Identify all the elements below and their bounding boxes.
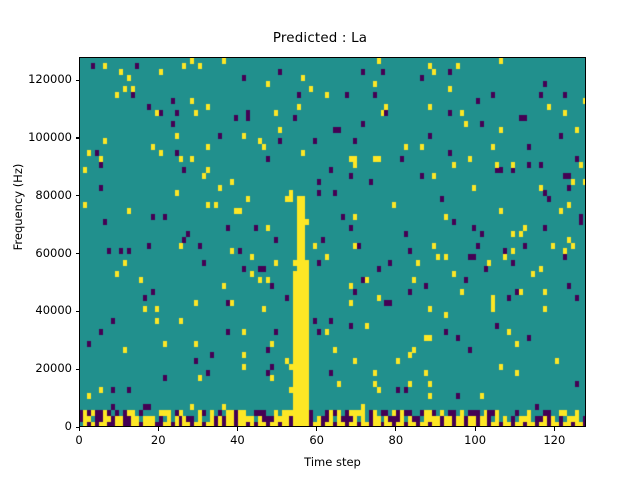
y-tick-mark xyxy=(75,253,80,255)
y-tick-mark xyxy=(75,79,80,81)
y-tick-mark xyxy=(75,137,80,139)
page-title: Predicted : La xyxy=(272,31,368,46)
x-axis-label: Time step xyxy=(304,455,361,469)
x-tick-mark xyxy=(474,427,476,431)
y-tick-label: 20000 xyxy=(35,361,72,376)
x-tick-label: 120 xyxy=(543,433,566,447)
x-tick-label: 0 xyxy=(75,433,83,447)
y-tick-label: 80000 xyxy=(35,187,72,202)
x-tick-mark xyxy=(157,427,159,431)
y-tick-label: 60000 xyxy=(35,245,72,260)
heatmap-image xyxy=(80,58,585,426)
x-tick-label: 80 xyxy=(388,433,404,447)
x-tick-mark xyxy=(553,427,555,431)
y-tick-label: 0 xyxy=(64,419,72,433)
x-tick-label: 20 xyxy=(150,433,166,447)
x-tick-mark xyxy=(395,427,397,431)
y-tick-mark xyxy=(75,195,80,197)
x-tick-label: 60 xyxy=(309,433,324,447)
y-tick-label: 40000 xyxy=(35,303,72,318)
y-tick-label: 100000 xyxy=(28,129,72,144)
y-tick-mark xyxy=(75,426,80,428)
x-tick-label: 40 xyxy=(230,433,245,447)
y-tick-mark xyxy=(75,368,80,370)
x-tick-mark xyxy=(236,427,239,431)
heatmap-plot-area[interactable] xyxy=(79,57,586,427)
x-tick-mark xyxy=(78,427,80,431)
x-tick-label: 100 xyxy=(464,433,487,447)
x-tick-mark xyxy=(316,427,318,431)
y-tick-mark xyxy=(75,310,80,312)
y-tick-label: 120000 xyxy=(28,72,72,87)
